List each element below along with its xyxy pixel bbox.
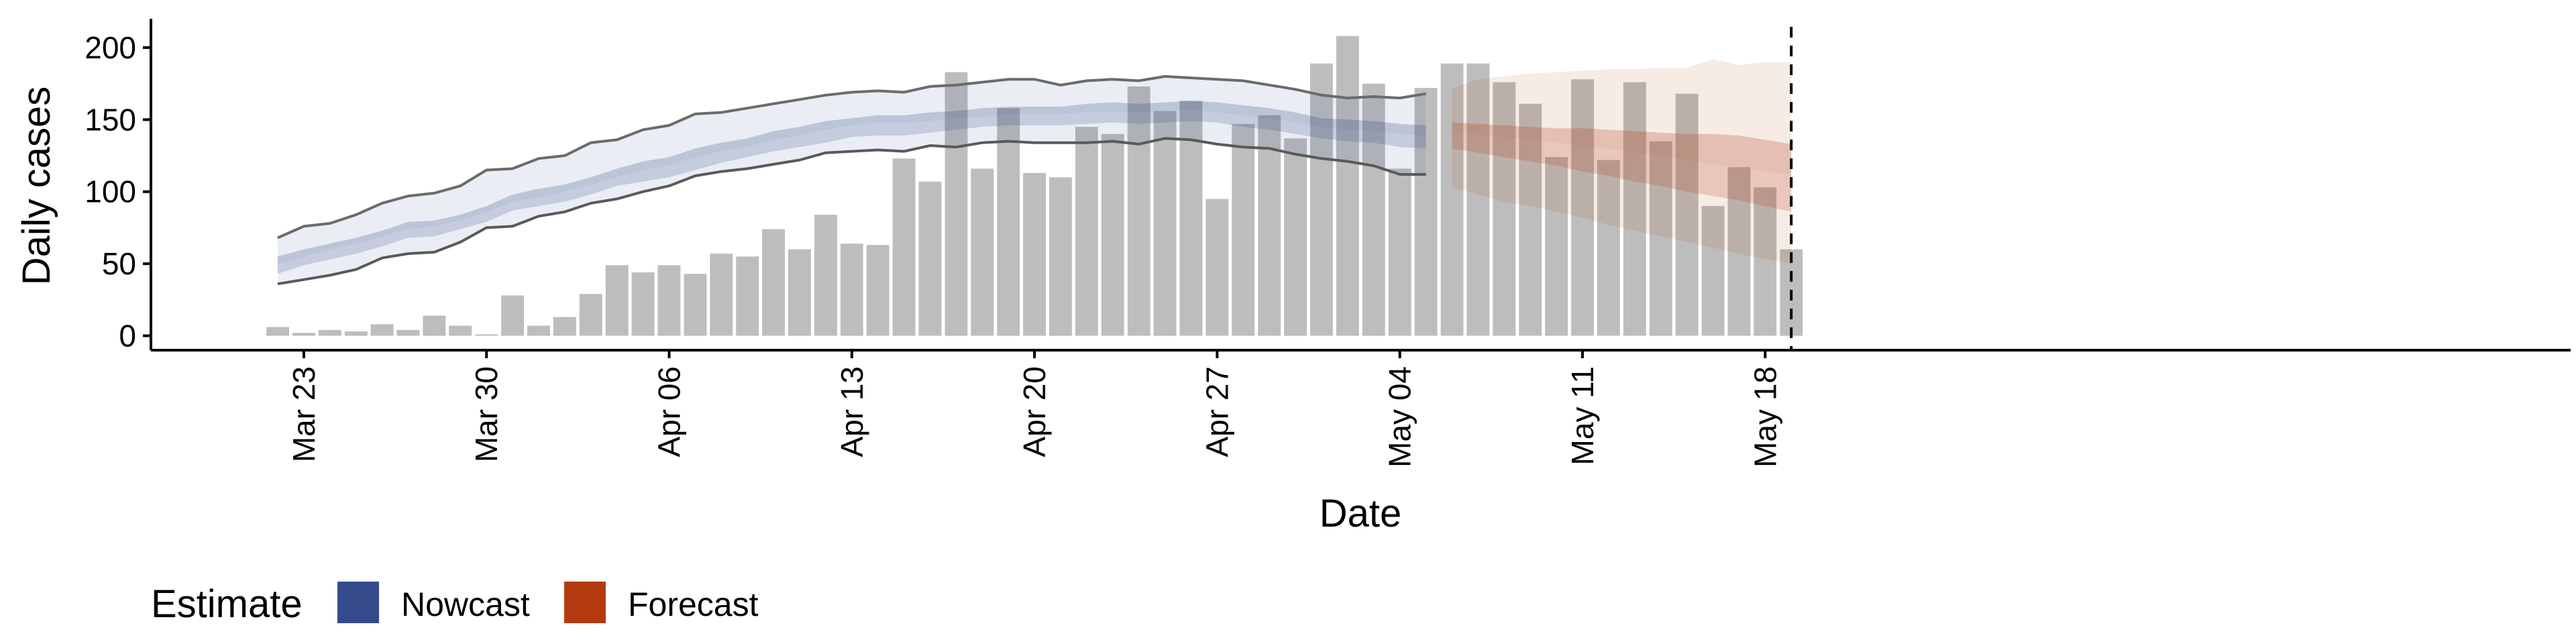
bar (318, 329, 341, 336)
bar (370, 324, 394, 336)
bar (423, 315, 446, 336)
bar (1701, 206, 1725, 336)
bar (292, 333, 315, 336)
bar (1023, 172, 1046, 336)
bar (1075, 127, 1098, 336)
nowcast-median-band (278, 101, 1426, 264)
y-tick-label: 0 (119, 319, 136, 354)
bar (1258, 115, 1281, 336)
bar (1101, 133, 1124, 336)
x-tick-label: May 18 (1748, 366, 1782, 468)
legend-label-forecast: Forecast (628, 586, 759, 623)
bands-layer (278, 59, 1792, 284)
bar (1519, 103, 1542, 336)
bar (1127, 86, 1150, 336)
bar (1284, 138, 1307, 336)
x-tick-label: May 11 (1565, 366, 1600, 465)
bar (1466, 63, 1490, 336)
bar (1232, 123, 1255, 336)
y-axis-ticks: 0 50 100 150 200 (85, 30, 151, 354)
bar (814, 215, 837, 336)
bar (1727, 167, 1751, 336)
nowcast-upper-line (277, 74, 1426, 239)
legend-title: Estimate (151, 582, 303, 626)
nowcast-band-50 (278, 101, 1426, 274)
bar (1623, 82, 1646, 336)
y-tick-label: 50 (102, 246, 136, 281)
bar (344, 331, 368, 336)
bar (1362, 83, 1385, 336)
bar (449, 325, 472, 336)
bar (266, 327, 289, 336)
nowcast-band-90 (278, 76, 1426, 284)
bar (1388, 168, 1411, 336)
y-tick-label: 200 (85, 30, 136, 65)
x-tick-label: Apr 06 (652, 366, 687, 458)
bar (553, 317, 576, 336)
legend-swatch-forecast (564, 582, 606, 623)
legend: Estimate Nowcast Forecast (151, 582, 759, 626)
bar (918, 181, 942, 336)
bar (997, 108, 1020, 336)
bar (605, 265, 629, 336)
lines-layer (277, 74, 1426, 286)
bar (396, 329, 420, 336)
bar (1649, 141, 1672, 336)
nowcast-lower-line (277, 137, 1426, 286)
bar (1545, 157, 1568, 336)
bar (1336, 36, 1359, 336)
bar (736, 256, 759, 336)
bar (1440, 63, 1464, 336)
bar (840, 244, 863, 336)
forecast-median-band (1452, 122, 1792, 174)
bar (971, 168, 994, 336)
bar (1493, 82, 1516, 336)
bar (762, 229, 785, 336)
bars-layer (266, 36, 1803, 336)
legend-swatch-nowcast (337, 582, 379, 623)
bar (579, 294, 602, 336)
bar (501, 295, 524, 336)
bar (866, 245, 890, 336)
x-tick-label: Apr 27 (1199, 366, 1234, 458)
y-axis-title: Daily cases (15, 87, 58, 286)
bar (631, 272, 655, 336)
bar (1310, 63, 1333, 336)
bar (684, 274, 707, 336)
x-tick-label: Apr 20 (1017, 366, 1052, 458)
bar (1597, 160, 1620, 336)
y-tick-label: 150 (85, 102, 136, 137)
bar (1205, 199, 1229, 336)
bar (1414, 88, 1438, 336)
bar (527, 325, 550, 336)
x-axis-title: Date (1320, 492, 1402, 535)
bar (1675, 93, 1699, 336)
bar (788, 249, 811, 336)
x-tick-label: Mar 30 (469, 366, 504, 462)
bar (475, 334, 498, 336)
bar (657, 265, 681, 336)
bar (945, 72, 968, 336)
x-axis-ticks: Mar 23 Mar 30 Apr 06 Apr 13 Apr 20 Apr 27 May … (286, 350, 1782, 468)
y-tick-label: 100 (85, 174, 136, 209)
bar (1153, 111, 1177, 336)
x-tick-label: Mar 23 (286, 366, 321, 462)
bar (1049, 177, 1072, 336)
bar (892, 158, 916, 336)
legend-label-nowcast: Nowcast (401, 586, 530, 623)
x-tick-label: May 04 (1383, 366, 1417, 468)
forecast-band-50 (1452, 122, 1792, 212)
x-tick-label: Apr 13 (835, 366, 869, 458)
forecast-band-90 (1452, 59, 1792, 264)
bar (1571, 79, 1594, 336)
bar (1754, 187, 1777, 336)
bar (710, 254, 733, 336)
